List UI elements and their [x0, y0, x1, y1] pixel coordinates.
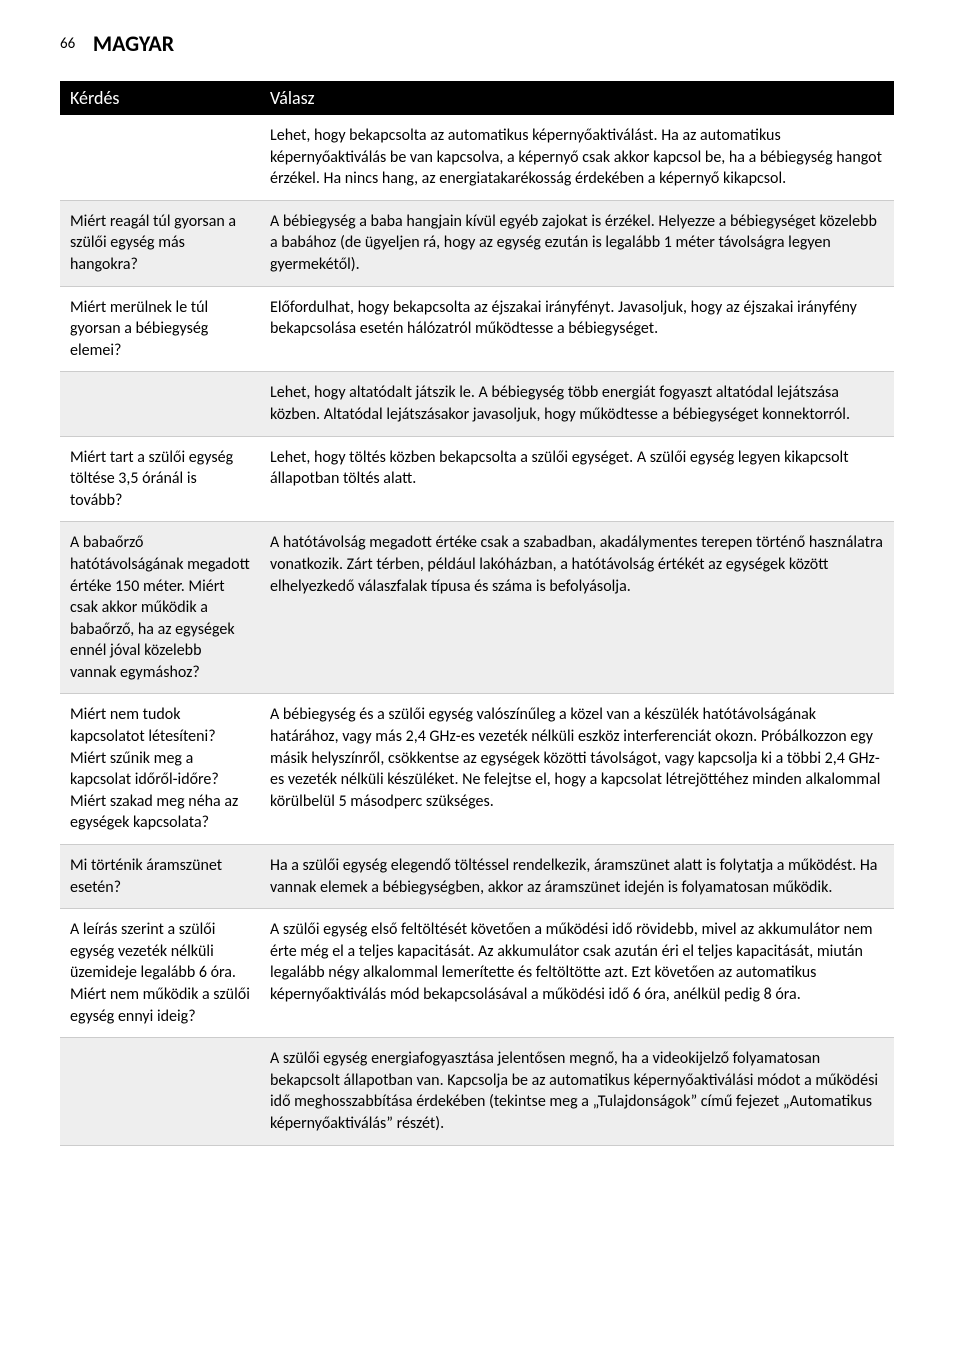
question-cell: Mi történik áramszünet esetén? — [60, 845, 260, 909]
table-row: Lehet, hogy bekapcsolta az automatikus k… — [60, 115, 894, 200]
page-header: 66 MAGYAR — [60, 30, 894, 57]
answer-cell: A bébiegység a baba hangjain kívül egyéb… — [260, 200, 894, 286]
section-title: MAGYAR — [93, 30, 174, 57]
col-header-answer: Válasz — [260, 81, 894, 115]
question-cell: A babaőrző hatótávolságának megadott ért… — [60, 522, 260, 694]
table-row: A szülői egység energiafogyasztása jelen… — [60, 1038, 894, 1145]
question-cell — [60, 372, 260, 436]
table-row: A babaőrző hatótávolságának megadott ért… — [60, 522, 894, 694]
question-cell: Miért tart a szülői egység töltése 3,5 ó… — [60, 436, 260, 522]
question-cell: Miért nem tudok kapcsolatot létesíteni? … — [60, 694, 260, 845]
question-cell — [60, 115, 260, 200]
question-cell: Miért reagál túl gyorsan a szülői egység… — [60, 200, 260, 286]
question-cell: A leírás szerint a szülői egység vezeték… — [60, 909, 260, 1038]
answer-cell: A szülői egység energiafogyasztása jelen… — [260, 1038, 894, 1145]
faq-table: Kérdés Válasz Lehet, hogy bekapcsolta az… — [60, 81, 894, 1146]
answer-cell: Ha a szülői egység elegendő töltéssel re… — [260, 845, 894, 909]
table-row: Miért merülnek le túl gyorsan a bébiegys… — [60, 286, 894, 372]
table-row: Miért reagál túl gyorsan a szülői egység… — [60, 200, 894, 286]
answer-cell: A hatótávolság megadott értéke csak a sz… — [260, 522, 894, 694]
question-cell — [60, 1038, 260, 1145]
table-row: Miért tart a szülői egység töltése 3,5 ó… — [60, 436, 894, 522]
table-row: Lehet, hogy altatódalt játszik le. A béb… — [60, 372, 894, 436]
col-header-question: Kérdés — [60, 81, 260, 115]
answer-cell: Lehet, hogy töltés közben bekapcsolta a … — [260, 436, 894, 522]
table-row: Miért nem tudok kapcsolatot létesíteni? … — [60, 694, 894, 845]
table-header-row: Kérdés Válasz — [60, 81, 894, 115]
answer-cell: A szülői egység első feltöltését követőe… — [260, 909, 894, 1038]
table-row: A leírás szerint a szülői egység vezeték… — [60, 909, 894, 1038]
table-row: Mi történik áramszünet esetén?Ha a szülő… — [60, 845, 894, 909]
answer-cell: A bébiegység és a szülői egység valószín… — [260, 694, 894, 845]
question-cell: Miért merülnek le túl gyorsan a bébiegys… — [60, 286, 260, 372]
answer-cell: Lehet, hogy altatódalt játszik le. A béb… — [260, 372, 894, 436]
answer-cell: Előfordulhat, hogy bekapcsolta az éjszak… — [260, 286, 894, 372]
page-number: 66 — [60, 35, 75, 53]
answer-cell: Lehet, hogy bekapcsolta az automatikus k… — [260, 115, 894, 200]
